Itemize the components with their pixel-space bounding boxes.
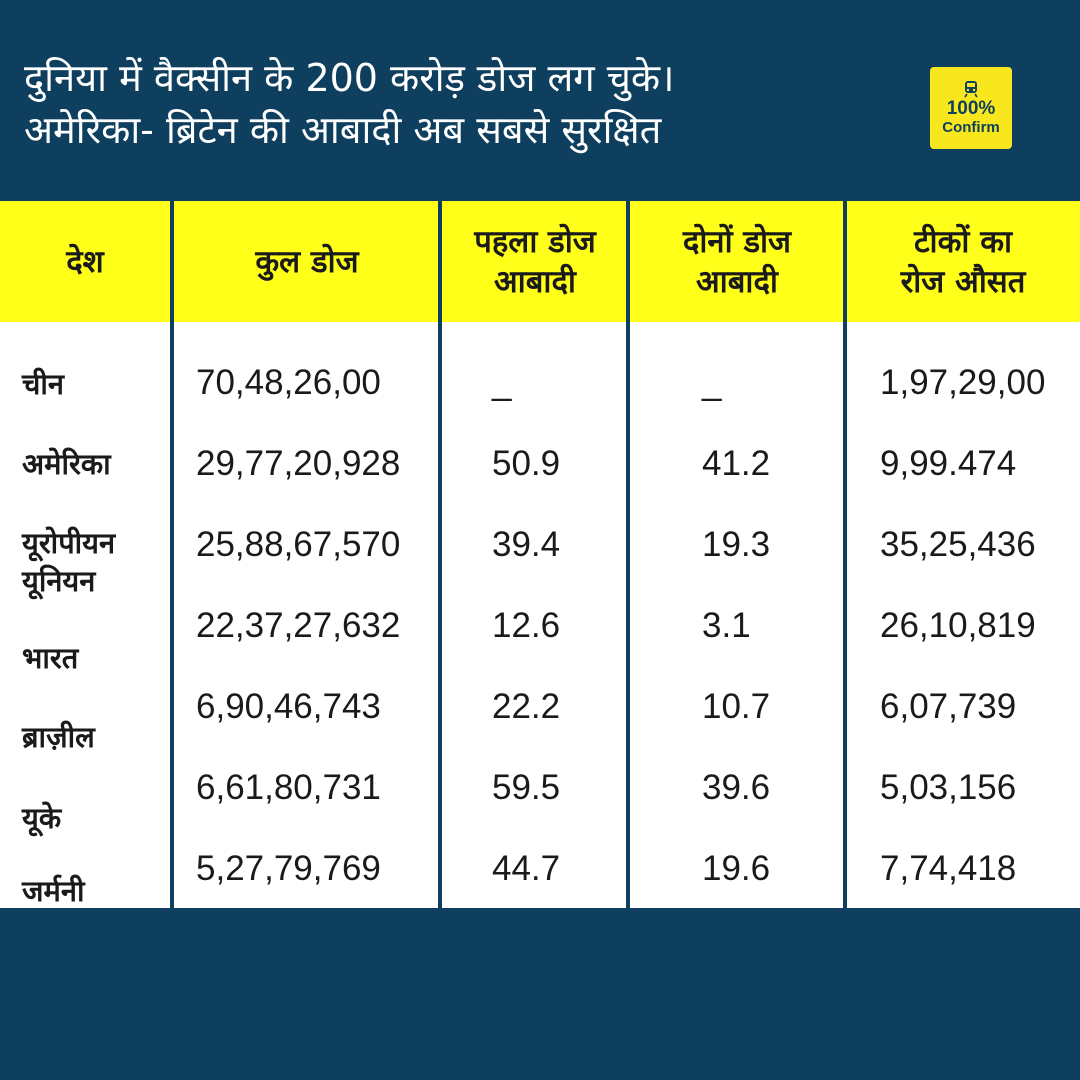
table-row: चीन 70,48,26,00 _ _ 1,97,29,00	[0, 361, 1080, 441]
column-divider	[626, 201, 630, 908]
headline-line-1: दुनिया में वैक्सीन के 200 करोड़ डोज लग च…	[24, 56, 675, 100]
total-doses: 25,88,67,570	[196, 525, 401, 564]
first-dose-pct: 12.6	[492, 606, 561, 645]
column-divider	[843, 201, 847, 908]
badge-percent: 100%	[946, 98, 996, 119]
total-doses: 22,37,27,632	[196, 606, 401, 645]
country-name: चीन	[22, 367, 65, 401]
first-dose-pct: 22.2	[492, 687, 561, 726]
total-doses: 29,77,20,928	[196, 444, 401, 483]
vaccine-table: देश कुल डोज पहला डोज आबादी दोनों डोज आबा…	[0, 201, 1080, 908]
table-row: यूरोपीयन यूनियन 25,88,67,570 39.4 19.3 3…	[0, 525, 1080, 605]
header-country-label: देश	[66, 243, 104, 280]
first-dose-pct: 39.4	[492, 525, 561, 564]
both-dose-pct: 41.2	[702, 444, 771, 483]
country-name: भारत	[22, 641, 79, 675]
both-dose-pct: 39.6	[702, 768, 771, 807]
header-first-line-1: पहला डोज	[474, 223, 596, 260]
header-first: पहला डोज आबादी	[442, 201, 628, 322]
country-name: अमेरिका	[22, 447, 111, 481]
header-daily: टीकों का रोज औसत	[846, 201, 1080, 322]
table-row: ब्राज़ील 6,90,46,743 22.2 10.7 6,07,739	[0, 687, 1080, 767]
country-name-line-2: यूनियन	[22, 564, 96, 598]
column-divider	[170, 201, 174, 908]
daily-average: 1,97,29,00	[880, 363, 1046, 402]
first-dose-pct: 44.7	[492, 849, 561, 888]
table-row: भारत 22,37,27,632 12.6 3.1 26,10,819	[0, 606, 1080, 686]
daily-average: 6,07,739	[880, 687, 1017, 726]
headline: दुनिया में वैक्सीन के 200 करोड़ डोज लग च…	[24, 52, 884, 156]
header-first-line-2: आबादी	[494, 263, 576, 300]
header-total-label: कुल डोज	[255, 243, 359, 280]
table-row: अमेरिका 29,77,20,928 50.9 41.2 9,99.474	[0, 444, 1080, 524]
daily-average: 26,10,819	[880, 606, 1036, 645]
header-country: देश	[0, 201, 170, 322]
both-dose-pct: 19.6	[702, 849, 771, 888]
total-doses: 6,90,46,743	[196, 687, 381, 726]
column-divider	[438, 201, 442, 908]
badge-word: Confirm	[942, 119, 1000, 136]
table-row: यूके 6,61,80,731 59.5 39.6 5,03,156	[0, 768, 1080, 848]
table-header-row	[0, 201, 1080, 322]
headline-line-2: अमेरिका- ब्रिटेन की आबादी अब सबसे सुरक्ष…	[24, 108, 662, 152]
header-daily-line-1: टीकों का	[913, 223, 1013, 260]
total-doses: 70,48,26,00	[196, 363, 381, 402]
header-both: दोनों डोज आबादी	[630, 201, 844, 322]
total-doses: 5,27,79,769	[196, 849, 381, 888]
country-name: जर्मनी	[22, 874, 85, 908]
both-dose-pct: 10.7	[702, 687, 771, 726]
header-daily-line-2: रोज औसत	[900, 263, 1026, 300]
both-dose-pct: 3.1	[702, 606, 751, 645]
country-name: यूके	[22, 801, 62, 835]
country-name: ब्राज़ील	[22, 720, 95, 754]
first-dose-pct: 59.5	[492, 768, 561, 807]
first-dose-pct: _	[492, 363, 512, 402]
header-total: कुल डोज	[174, 201, 440, 322]
daily-average: 9,99.474	[880, 444, 1017, 483]
first-dose-pct: 50.9	[492, 444, 561, 483]
daily-average: 7,74,418	[880, 849, 1017, 888]
header-both-line-1: दोनों डोज	[682, 223, 792, 260]
both-dose-pct: 19.3	[702, 525, 771, 564]
confirm-badge: 100% Confirm	[930, 67, 1012, 149]
both-dose-pct: _	[702, 363, 722, 402]
total-doses: 6,61,80,731	[196, 768, 381, 807]
daily-average: 35,25,436	[880, 525, 1036, 564]
daily-average: 5,03,156	[880, 768, 1017, 807]
table-body	[0, 322, 1080, 908]
header-both-line-2: आबादी	[696, 263, 778, 300]
country-name: यूरोपीयन	[22, 526, 116, 560]
train-icon	[964, 81, 978, 98]
table-row: जर्मनी 5,27,79,769 44.7 19.6 7,74,418	[0, 849, 1080, 908]
